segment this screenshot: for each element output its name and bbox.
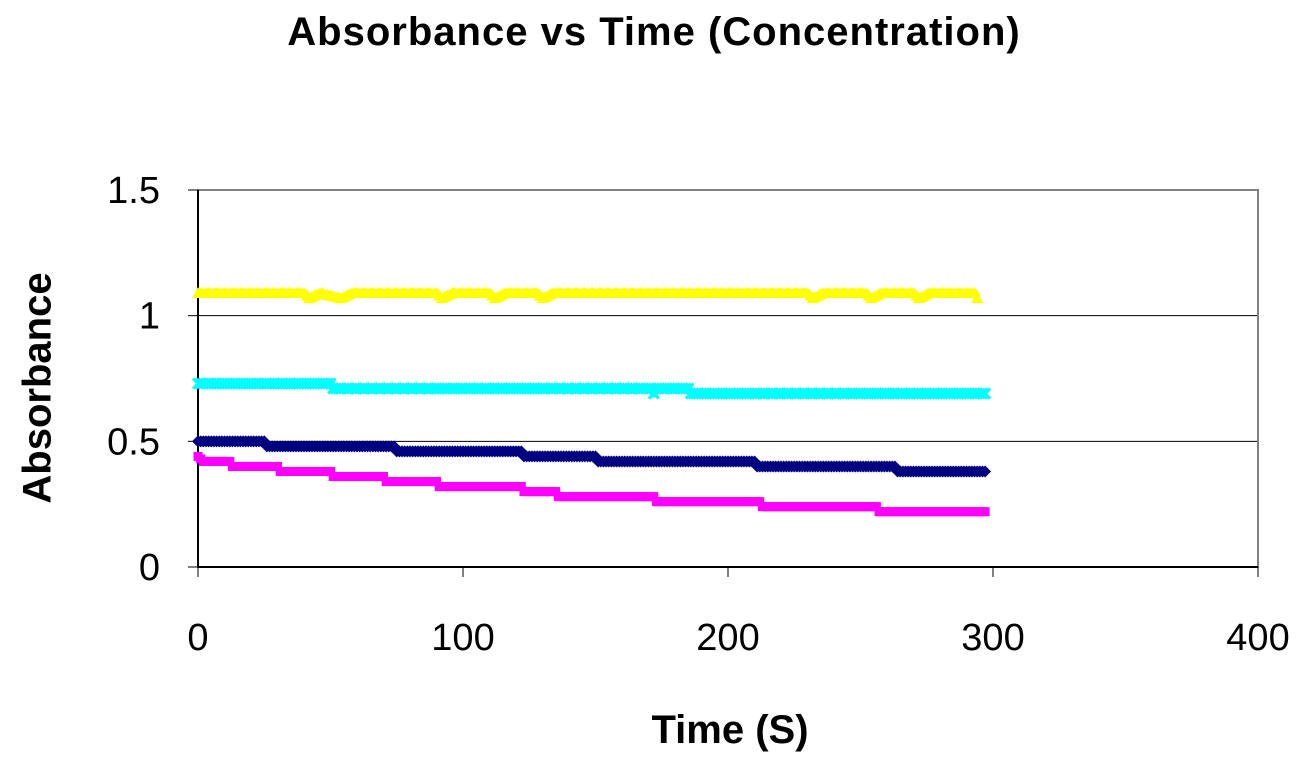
x-tick-label: 200 (696, 617, 759, 659)
data-point (273, 461, 282, 471)
data-point (980, 507, 990, 517)
data-point (551, 487, 561, 497)
data-point (516, 482, 526, 492)
series-triangle (192, 287, 984, 304)
x-axis-label: Time (S) (651, 708, 809, 752)
x-tick-label: 400 (1226, 617, 1289, 659)
data-point (649, 492, 659, 502)
y-tick-label: 0.5 (107, 421, 160, 463)
series-square (193, 451, 990, 517)
data-point (432, 477, 441, 487)
data-point (978, 387, 992, 400)
y-axis-label: Absorbance (15, 272, 60, 504)
x-tick-label: 300 (961, 617, 1024, 659)
chart-title: Absorbance vs Time (Concentration) (287, 10, 1021, 54)
plot-area-border (197, 189, 1259, 568)
series-x (191, 377, 992, 400)
data-point (326, 466, 335, 476)
data-point (871, 502, 881, 512)
x-tick-label: 100 (431, 617, 494, 659)
data-point (976, 387, 989, 400)
data-point (979, 465, 992, 478)
y-tick-label: 1 (139, 296, 160, 338)
series-diamond (192, 435, 992, 478)
data-point (379, 472, 388, 482)
y-tick-label: 0 (139, 547, 160, 589)
x-tick-label: 0 (187, 617, 208, 659)
data-point (971, 292, 984, 304)
data-point (755, 497, 765, 507)
y-tick-label: 1.5 (107, 170, 160, 212)
data-point (225, 456, 235, 466)
